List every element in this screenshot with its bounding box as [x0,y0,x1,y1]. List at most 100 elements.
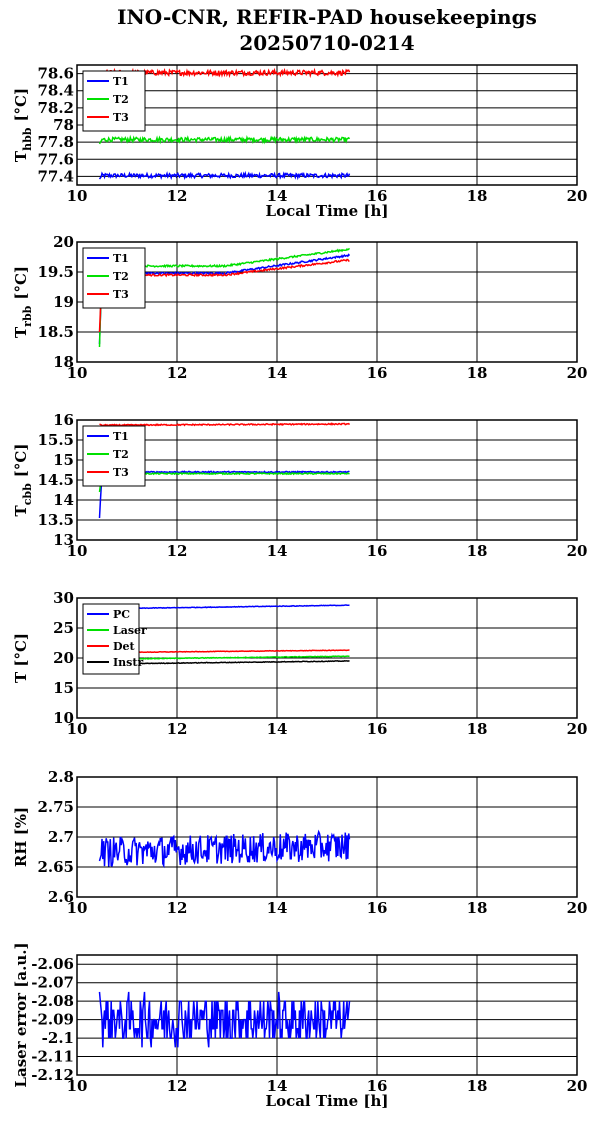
y-tick-label: 19 [53,293,74,311]
x-tick-label: 12 [167,187,188,205]
x-tick-label: 10 [67,720,88,738]
y-axis-label: T [°C] [12,633,30,683]
y-axis-label-sub: rbb [21,305,34,326]
y-tick-label: 16 [53,411,74,429]
legend: PC Laser Det Instr [82,603,147,675]
y-tick-label: 77.8 [37,133,74,151]
y-tick-label: -2.11 [31,1048,74,1066]
x-tick-label: 12 [167,899,188,917]
panel-5: 10 12 14 16 18 20 2.6 2.65 2.7 2.75 2.8 RH [%] [12,768,587,917]
y-axis-label: RH [%] [12,807,30,867]
legend-label: T1 [113,252,129,265]
x-tick-label: 18 [467,899,488,917]
figure-title-line2: 20250710-0214 [239,31,414,55]
legend-label: Instr [113,656,143,669]
x-tick-label: 16 [367,899,388,917]
y-tick-label: 20 [53,233,74,251]
y-axis-label-main: T [12,150,30,162]
y-tick-label: 20 [53,649,74,667]
legend: T1 T2 T3 [82,425,146,487]
plot-frame [76,64,578,186]
y-tick-label: -2.09 [31,1011,74,1029]
x-tick-label: 10 [67,542,88,560]
y-axis-label-main: RH [%] [12,807,30,867]
y-axis-label-unit: [°C] [12,266,30,300]
series-line-det [99,649,350,654]
y-tick-label: 77.6 [37,150,74,168]
y-tick-label: -2.07 [31,974,74,992]
y-tick-label: -2.06 [31,955,74,973]
x-tick-label: 18 [467,364,488,382]
figure-title-line1: INO-CNR, REFIR-PAD housekeepings [117,5,537,29]
series-line-instr [99,660,350,665]
panel-2: 10 12 14 16 18 20 18 18.5 19 19.5 20 Trbb [°C] T1 T2 T3 [12,233,587,382]
y-tick-label: 14.5 [37,471,74,489]
x-tick-label: 16 [367,1077,388,1095]
y-tick-label: 18.5 [37,323,74,341]
y-axis-label-main: T [12,504,30,516]
y-tick-label: 15 [53,451,74,469]
y-tick-label: 13.5 [37,511,74,529]
y-tick-label: 18 [53,353,74,371]
panels-group: 10 12 14 16 18 2077.477.677.87878.278.478.6Th… [12,64,588,1110]
series-line-laser [99,655,350,661]
legend-label: T2 [113,93,129,106]
y-tick-label: 77.4 [37,167,74,185]
x-tick-label: 18 [467,720,488,738]
y-tick-label: 13 [53,531,74,549]
x-tick-label: 18 [467,187,488,205]
legend-label: T1 [113,430,129,443]
x-axis-label: Local Time [h] [266,1092,389,1110]
x-tick-label: 14 [267,187,288,205]
plot-frame [76,597,578,719]
x-tick-label: 20 [567,899,588,917]
y-tick-label: -2.08 [31,992,74,1010]
x-tick-label: 16 [367,542,388,560]
y-tick-label: 25 [53,619,74,637]
y-tick-label: 14 [53,491,74,509]
y-tick-label: 15 [53,679,74,697]
series-line-t2 [98,134,351,145]
y-axis-label-main: Laser error [a.u.] [12,942,30,1087]
x-tick-label: 10 [67,899,88,917]
x-tick-label: 10 [67,187,88,205]
x-tick-label: 14 [267,899,288,917]
x-tick-label: 18 [467,1077,488,1095]
y-axis-label: Tcbb [°C] [12,444,34,517]
y-tick-label: 78.4 [37,82,74,100]
legend-label: T2 [113,448,129,461]
y-tick-label: -2.12 [31,1066,74,1084]
legend-label: T3 [113,288,129,301]
legend: T1 T2 T3 [82,247,146,309]
y-tick-label: 2.65 [37,858,74,876]
legend-label: T1 [113,75,129,88]
y-tick-label: 30 [53,589,74,607]
y-axis-label-main: T [°C] [12,633,30,683]
x-tick-label: 16 [367,187,388,205]
x-tick-label: 14 [267,364,288,382]
y-axis-label-sub: cbb [21,483,34,505]
plot-frame [76,419,578,541]
x-tick-label: 12 [167,720,188,738]
x-axis-label: Local Time [h] [266,202,389,220]
series-line-t3 [99,422,351,427]
x-tick-label: 20 [567,720,588,738]
panel-1: 10 12 14 16 18 2077.477.677.87878.278.478.6Th… [12,64,588,220]
y-tick-label: 78 [53,116,74,134]
legend-label: T3 [113,466,129,479]
y-tick-label: 2.8 [48,768,74,786]
x-tick-label: 20 [567,542,588,560]
legend-label: T2 [113,270,129,283]
legend-label: PC [113,608,130,621]
x-tick-label: 20 [567,187,588,205]
legend-label: Laser [113,624,147,637]
y-axis-label-sub: hbb [21,127,34,151]
x-tick-label: 12 [167,542,188,560]
x-tick-label: 18 [467,542,488,560]
y-tick-label: 2.7 [48,828,74,846]
series-line-data [98,829,351,869]
y-axis-label: Thbb [°C] [12,88,34,162]
x-tick-label: 12 [167,1077,188,1095]
x-tick-label: 14 [267,720,288,738]
